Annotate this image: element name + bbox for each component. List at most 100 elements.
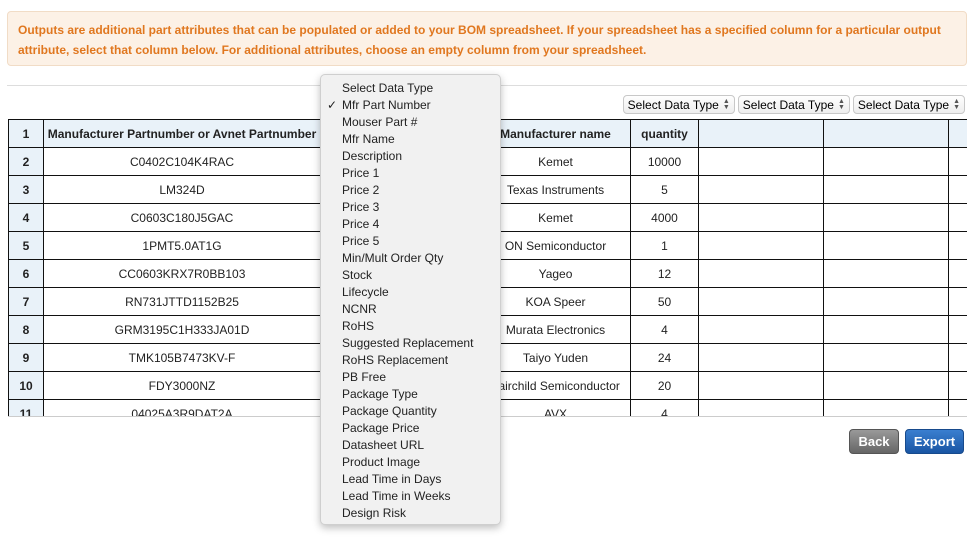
table-row: 5 1PMT5.0AT1G ON Semiconductor 1 [8,231,967,260]
option-label: Package Quantity [342,404,437,418]
column-type-selects: Select Data Type ▲ ▼ Select Data Type ▲ ▼ Se… [622,95,965,114]
manufacturer-cell: Kemet [480,147,631,176]
empty-cell [948,315,967,344]
option-label: Description [342,149,403,163]
option-label: RoHS Replacement [342,353,449,367]
quantity-cell: 1 [630,231,699,260]
option-label: Price 5 [342,234,380,248]
manufacturer-cell: Texas Instruments [480,175,631,204]
option-label: NCNR [342,302,377,316]
dropdown-option[interactable]: RoHS Replacement [321,352,500,369]
checkmark-icon: ✓ [327,98,338,112]
part-number-cell: C0402C104K4RAC [43,147,321,176]
data-type-select[interactable]: Select Data Type ▲ ▼ [737,95,850,114]
dropdown-option[interactable]: Min/Mult Order Qty [321,250,500,267]
dropdown-option[interactable]: Suggested Replacement [321,335,500,352]
option-label: Price 4 [342,217,380,231]
dropdown-option[interactable]: Mfr Name [321,131,500,148]
dropdown-option[interactable]: ✓ Mfr Part Number [321,97,500,114]
select-label: Select Data Type [742,97,834,112]
row-number: 3 [8,175,44,204]
dropdown-option[interactable]: Package Price [321,420,500,437]
empty-cell [698,399,824,416]
column-header: Manufacturer name [480,119,631,148]
option-label: Min/Mult Order Qty [342,251,444,265]
manufacturer-cell: Taiyo Yuden [480,343,631,372]
export-button[interactable]: Export [905,429,964,454]
row-number: 1 [8,119,44,148]
part-number-cell: 04025A3R9DAT2A [43,399,321,416]
empty-cell [948,259,967,288]
manufacturer-cell: Yageo [480,259,631,288]
empty-cell [698,259,824,288]
empty-cell [823,399,949,416]
dropdown-option[interactable]: Stock [321,267,500,284]
dropdown-option[interactable]: Lead Time in Weeks [321,488,500,505]
updown-arrow-icon: ▲ ▼ [722,97,730,111]
table-row: 10 FDY3000NZ Fairchild Semiconductor 20 [8,371,967,400]
info-notice: Outputs are additional part attributes t… [7,11,967,66]
empty-cell [823,343,949,372]
row-number: 2 [8,147,44,176]
dropdown-option[interactable]: Select Data Type [321,80,500,97]
option-label: Mfr Name [342,132,395,146]
quantity-cell: 10000 [630,147,699,176]
quantity-cell: 50 [630,287,699,316]
row-number: 8 [8,315,44,344]
empty-cell [698,287,824,316]
dropdown-option[interactable]: Price 1 [321,165,500,182]
dropdown-option[interactable]: PB Free [321,369,500,386]
option-label: Design Risk [342,506,407,520]
row-number: 6 [8,259,44,288]
dropdown-option[interactable]: RoHS [321,318,500,335]
dropdown-option[interactable]: Lead Time in Days [321,471,500,488]
data-type-select[interactable]: Select Data Type ▲ ▼ [852,95,965,114]
dropdown-option[interactable]: Mouser Part # [321,114,500,131]
back-button[interactable]: Back [849,429,899,454]
empty-cell [948,371,967,400]
select-label: Select Data Type [627,97,719,112]
dropdown-option[interactable]: Price 5 [321,233,500,250]
quantity-cell: 5 [630,175,699,204]
dropdown-option[interactable]: Package Quantity [321,403,500,420]
option-label: Product Image [342,455,421,469]
dropdown-option[interactable]: Price 4 [321,216,500,233]
quantity-cell: 20 [630,371,699,400]
empty-cell [698,147,824,176]
option-label: RoHS [342,319,375,333]
row-number: 5 [8,231,44,260]
row-number: 7 [8,287,44,316]
option-label: Lead Time in Weeks [342,489,451,503]
option-label: Mouser Part # [342,115,418,129]
empty-cell [948,147,967,176]
empty-cell [698,371,824,400]
row-number: 11 [8,399,44,416]
part-number-cell: TMK105B7473KV-F [43,343,321,372]
data-type-dropdown-menu[interactable]: Select Data Type ✓ Mfr Part Number Mouser P… [320,74,501,525]
dropdown-option[interactable]: Price 2 [321,182,500,199]
dropdown-option[interactable]: Description [321,148,500,165]
empty-cell [698,315,824,344]
option-label: Mfr Part Number [342,98,431,112]
column-header [698,119,824,148]
select-label: Select Data Type [857,97,950,112]
dropdown-option[interactable]: Lifecycle [321,284,500,301]
dropdown-option[interactable]: Design Risk [321,505,500,522]
dropdown-option[interactable]: Product Image [321,454,500,471]
part-number-cell: CC0603KRX7R0BB103 [43,259,321,288]
dropdown-option[interactable]: Package Type [321,386,500,403]
dropdown-option[interactable]: Price 3 [321,199,500,216]
dropdown-option[interactable]: Datasheet URL [321,437,500,454]
part-number-cell: FDY3000NZ [43,371,321,400]
data-type-select[interactable]: Select Data Type ▲ ▼ [622,95,735,114]
empty-cell [698,231,824,260]
option-label: Price 3 [342,200,380,214]
option-label: Package Type [342,387,418,401]
manufacturer-cell: AVX [480,399,631,416]
option-label: Stock [342,268,373,282]
dropdown-option[interactable]: NCNR [321,301,500,318]
part-number-cell: C0603C180J5GAC [43,203,321,232]
option-label: Datasheet URL [342,438,425,452]
manufacturer-cell: Fairchild Semiconductor [480,371,631,400]
column-header [948,119,967,148]
